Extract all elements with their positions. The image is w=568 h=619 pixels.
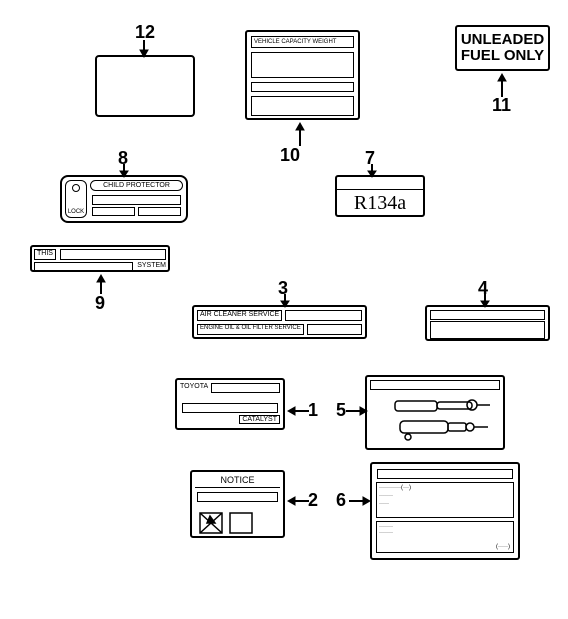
callout-9: 9 xyxy=(95,293,105,314)
system-text: SYSTEM xyxy=(137,262,166,272)
air-cleaner-text: AIR CLEANER SERVICE xyxy=(197,310,282,321)
diagram-canvas: 1 2 VEHICLE CAPACITY WEIGHT 10 UNLEADED F… xyxy=(0,0,568,619)
arrow-7 xyxy=(366,164,378,178)
engine-oil-text: ENGINE OIL & OIL FILTER SERVICE xyxy=(197,324,304,335)
arrow-8 xyxy=(118,164,130,178)
label-3-air-cleaner: AIR CLEANER SERVICE ENGINE OIL & OIL FIL… xyxy=(192,305,367,339)
unleaded-line2: FUEL ONLY xyxy=(461,48,544,65)
notice-text: NOTICE xyxy=(195,475,280,488)
arrow-11 xyxy=(496,73,508,97)
lock-text: LOCK xyxy=(66,209,86,215)
this-text: THIS xyxy=(34,249,56,260)
arrow-1 xyxy=(287,405,309,417)
label-7-refrigerant: R134a xyxy=(335,175,425,217)
catalyst-text: CATALYST xyxy=(239,415,280,424)
toyota-text: TOYOTA xyxy=(180,383,208,393)
child-protector-text: CHILD PROTECTOR xyxy=(90,180,183,191)
label-8-child-protector: LOCK CHILD PROTECTOR xyxy=(60,175,188,223)
arrow-9 xyxy=(95,274,107,294)
label-1-catalyst: TOYOTA CATALYST xyxy=(175,378,285,430)
callout-11: 11 xyxy=(492,95,511,116)
arrow-5 xyxy=(346,405,368,417)
label-12-blank xyxy=(95,55,195,117)
unleaded-line1: UNLEADED xyxy=(461,32,544,49)
callout-6: 6 xyxy=(336,490,346,511)
notice-icon xyxy=(195,508,280,538)
label-2-notice: NOTICE xyxy=(190,470,285,538)
callout-10: 10 xyxy=(280,145,300,166)
arrow-6 xyxy=(349,495,371,507)
callout-2: 2 xyxy=(308,490,318,511)
label-9-system: THIS SYSTEM xyxy=(30,245,170,272)
jack-icon xyxy=(370,393,498,443)
arrow-2 xyxy=(287,495,309,507)
arrow-4 xyxy=(479,294,491,308)
label-6-info: ···········(···)············ ···········… xyxy=(370,462,520,560)
label-11-unleaded: UNLEADED FUEL ONLY xyxy=(455,25,550,71)
arrow-3 xyxy=(279,294,291,308)
refrigerant-text: R134a xyxy=(337,190,423,215)
label-5-jack xyxy=(365,375,505,450)
arrow-10 xyxy=(294,122,306,146)
callout-5: 5 xyxy=(336,400,346,421)
label-4 xyxy=(425,305,550,341)
label-10-capacity: VEHICLE CAPACITY WEIGHT xyxy=(245,30,360,120)
arrow-12 xyxy=(138,40,150,58)
callout-1: 1 xyxy=(308,400,318,421)
capacity-title: VEHICLE CAPACITY WEIGHT xyxy=(252,37,353,48)
